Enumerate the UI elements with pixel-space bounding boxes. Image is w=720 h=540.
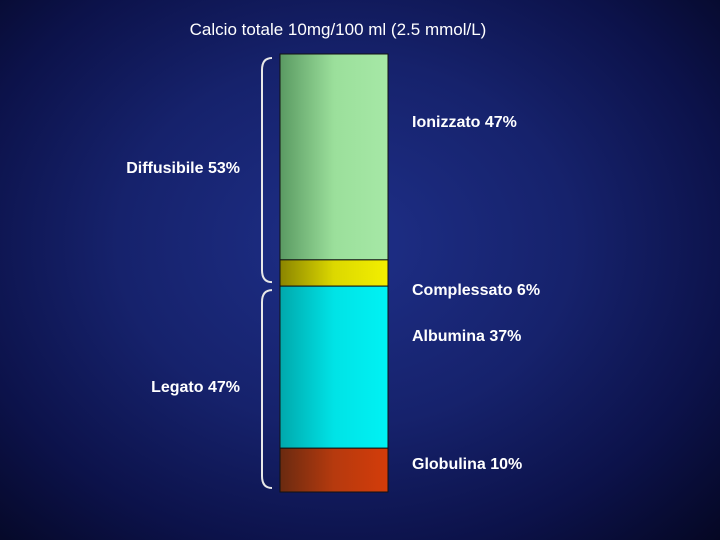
bar-segment-0 <box>279 53 389 261</box>
group-label-0: Diffusibile 53% <box>126 160 240 178</box>
group-brace-0 <box>261 57 273 284</box>
chart-title: Calcio totale 10mg/100 ml (2.5 mmol/L) <box>189 20 487 39</box>
bar-segment-2 <box>279 285 389 449</box>
segment-label-0: Ionizzato 47% <box>412 114 517 131</box>
bar-segment-1 <box>279 259 389 287</box>
segment-label-3: Globulina 10% <box>412 456 523 474</box>
segment-label-1: Complessato 6% <box>412 282 541 300</box>
bar-segment-3 <box>279 447 389 493</box>
group-brace-1 <box>261 289 273 489</box>
segment-label-2: Albumina 37% <box>412 327 522 345</box>
group-label-1: Legato 47% <box>151 379 240 397</box>
